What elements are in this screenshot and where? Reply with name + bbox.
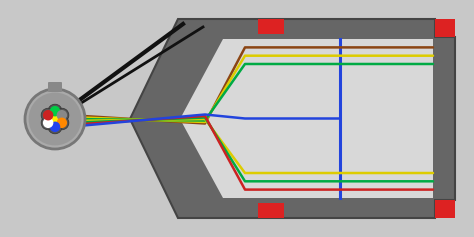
Circle shape <box>50 106 60 116</box>
Circle shape <box>56 118 67 128</box>
Circle shape <box>28 93 82 146</box>
Bar <box>435 200 455 218</box>
FancyBboxPatch shape <box>48 82 62 92</box>
Circle shape <box>25 89 85 149</box>
Circle shape <box>43 110 54 120</box>
Polygon shape <box>130 19 455 218</box>
Bar <box>435 19 455 37</box>
Circle shape <box>43 118 54 128</box>
Polygon shape <box>180 39 433 198</box>
Bar <box>258 19 284 34</box>
Circle shape <box>48 120 62 134</box>
Circle shape <box>50 114 60 124</box>
Bar <box>258 203 284 218</box>
Circle shape <box>48 112 62 126</box>
Circle shape <box>50 122 60 132</box>
Circle shape <box>56 110 67 120</box>
Circle shape <box>55 108 69 122</box>
Circle shape <box>41 108 55 122</box>
Circle shape <box>41 116 55 130</box>
Circle shape <box>48 104 62 118</box>
Circle shape <box>55 116 69 130</box>
